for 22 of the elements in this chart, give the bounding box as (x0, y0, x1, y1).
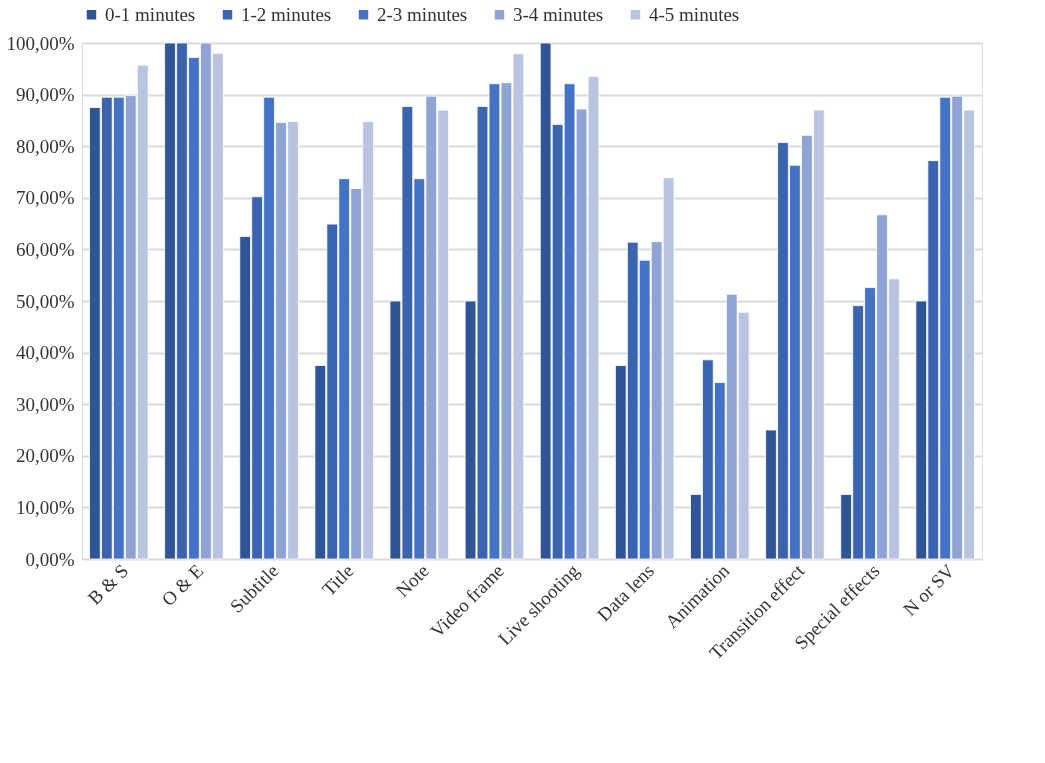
legend-label: 3-4 minutes (513, 3, 604, 25)
legend-label: 2-3 minutes (377, 3, 468, 25)
y-tick-label: 40,00% (15, 342, 75, 364)
x-tick-label: N or SV (898, 559, 959, 620)
y-tick-label: 70,00% (15, 187, 75, 209)
y-tick-label: 10,00% (15, 496, 75, 518)
y-tick-label: 90,00% (15, 84, 75, 106)
legend-label: 0-1 minutes (105, 3, 196, 25)
x-tick-label: B & S (83, 560, 133, 609)
y-tick-label: 100,00% (6, 32, 75, 54)
y-tick-label: 0,00% (25, 548, 75, 570)
y-tick-label: 20,00% (15, 445, 75, 467)
y-tick-label: 60,00% (15, 238, 75, 260)
y-tick-label: 80,00% (15, 135, 75, 157)
legend-label: 4-5 minutes (649, 3, 740, 25)
x-tick-label: Note (391, 560, 433, 602)
x-tick-label: Title (317, 560, 358, 600)
y-tick-label: 30,00% (15, 393, 75, 415)
x-tick-label: O & E (157, 560, 208, 611)
y-tick-label: 50,00% (15, 290, 75, 312)
legend-label: 1-2 minutes (241, 3, 332, 25)
x-tick-label: Data lens (592, 560, 659, 626)
